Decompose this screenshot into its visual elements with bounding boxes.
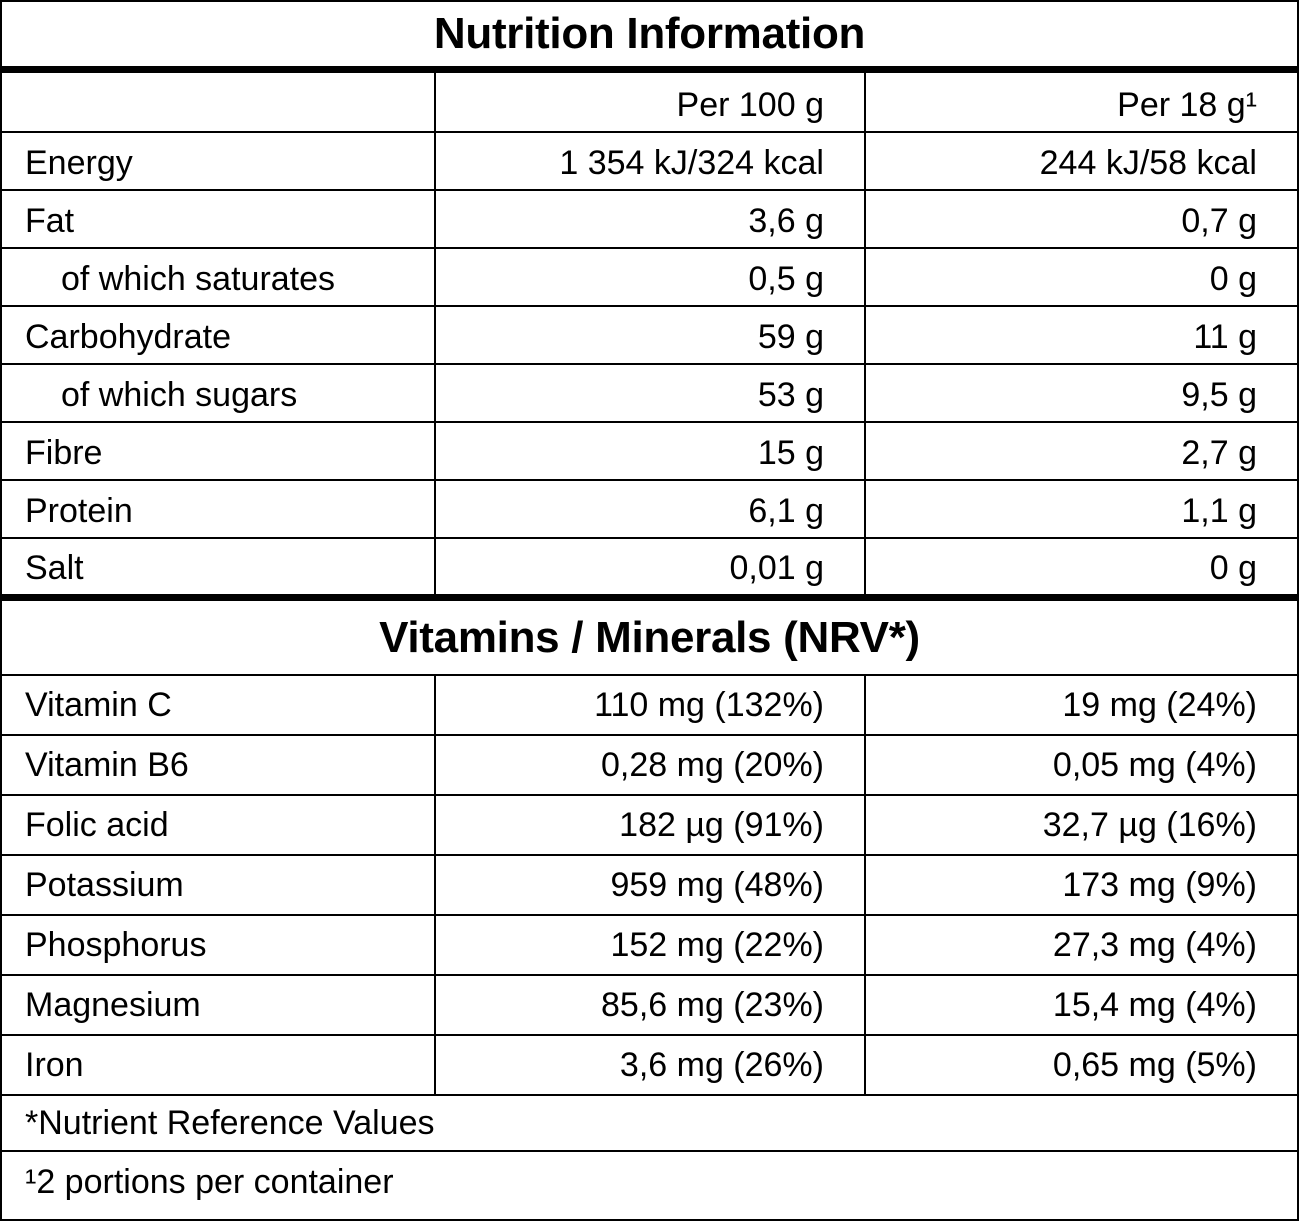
vitamin-name: Phosphorus [2, 916, 436, 974]
nutrient-row-saturates: of which saturates 0,5 g 0 g [2, 249, 1297, 307]
vitamin-per-portion: 27,3 mg (4%) [1052, 925, 1257, 964]
nutrient-per-100g: 15 g [436, 423, 866, 479]
nutrient-row-sugars: of which sugars 53 g 9,5 g [2, 365, 1297, 423]
vitamin-per-100g: 110 mg (132%) [436, 676, 866, 734]
vitamin-name: Vitamin B6 [2, 736, 436, 794]
nutrient-row-fat: Fat 3,6 g 0,7 g [2, 191, 1297, 249]
nutrient-name: Fat [2, 191, 436, 247]
vitamin-row-magnesium: Magnesium 85,6 mg (23%) 15,4 mg (4%) [2, 976, 1297, 1036]
nutrient-per-100g: 1 354 kJ/324 kcal [436, 133, 866, 189]
vitamin-per-portion: 15,4 mg (4%) [1052, 985, 1257, 1024]
nutrient-per-100g: 59 g [436, 307, 866, 363]
nutrient-row-salt: Salt 0,01 g 0 g [2, 539, 1297, 601]
vitamin-row-vitamin-c: Vitamin C 110 mg (132%) 19 mg (24%) [2, 676, 1297, 736]
nutrient-per-100g: 53 g [436, 365, 866, 421]
vitamin-row-phosphorus: Phosphorus 152 mg (22%) 27,3 mg (4%) [2, 916, 1297, 976]
vitamin-per-100g: 959 mg (48%) [436, 856, 866, 914]
vitamin-per-portion: 0,65 mg (5%) [1052, 1045, 1257, 1084]
vitamin-name: Magnesium [2, 976, 436, 1034]
column-header-nutrient [2, 73, 436, 131]
vitamin-per-100g: 182 µg (91%) [436, 796, 866, 854]
footnote-nrv: *Nutrient Reference Values [2, 1096, 1297, 1152]
nutrient-name: of which saturates [2, 249, 436, 305]
column-header-per-100g: Per 100 g [436, 73, 866, 131]
nutrient-name: Carbohydrate [2, 307, 436, 363]
nutrition-title: Nutrition Information [2, 2, 1297, 73]
column-header-row: Per 100 g Per 18 g¹ [2, 73, 1297, 133]
vitamin-name: Potassium [2, 856, 436, 914]
nutrient-name: Salt [2, 539, 436, 594]
nutrient-row-fibre: Fibre 15 g 2,7 g [2, 423, 1297, 481]
nutrient-per-portion: 11 g [1193, 318, 1257, 356]
vitamin-per-portion: 19 mg (24%) [1062, 685, 1257, 724]
footnote-portions: ¹2 portions per container [25, 1162, 394, 1201]
nutrient-row-carbohydrate: Carbohydrate 59 g 11 g [2, 307, 1297, 365]
nutrient-per-portion: 0,7 g [1181, 202, 1257, 240]
nutrient-name: Energy [2, 133, 436, 189]
vitamin-per-100g: 3,6 mg (26%) [436, 1036, 866, 1094]
nutrient-row-energy: Energy 1 354 kJ/324 kcal 244 kJ/58 kcal [2, 133, 1297, 191]
nutrient-per-100g: 0,01 g [436, 539, 866, 594]
vitamin-name: Vitamin C [2, 676, 436, 734]
nutrient-per-portion: 244 kJ/58 kcal [1039, 144, 1257, 182]
vitamin-per-100g: 152 mg (22%) [436, 916, 866, 974]
nutrient-per-100g: 3,6 g [436, 191, 866, 247]
vitamin-per-portion: 173 mg (9%) [1062, 865, 1257, 904]
vitamin-per-100g: 0,28 mg (20%) [436, 736, 866, 794]
nutrient-per-portion: 1,1 g [1181, 492, 1257, 530]
nutrient-per-portion: 9,5 g [1181, 376, 1257, 414]
nutrient-per-portion: 0 g [1209, 549, 1257, 587]
vitamin-per-portion: 32,7 µg (16%) [1042, 805, 1257, 844]
nutrient-per-100g: 6,1 g [436, 481, 866, 537]
vitamin-per-100g: 85,6 mg (23%) [436, 976, 866, 1034]
vitamin-row-potassium: Potassium 959 mg (48%) 173 mg (9%) [2, 856, 1297, 916]
nutrient-row-protein: Protein 6,1 g 1,1 g [2, 481, 1297, 539]
nutrient-per-portion: 0 g [1209, 260, 1257, 298]
nutrient-name: of which sugars [2, 365, 436, 421]
vitamin-row-vitamin-b6: Vitamin B6 0,28 mg (20%) 0,05 mg (4%) [2, 736, 1297, 796]
vitamin-name: Folic acid [2, 796, 436, 854]
nutrient-per-portion: 2,7 g [1181, 434, 1257, 472]
nutrient-name: Fibre [2, 423, 436, 479]
column-header-per-portion: Per 18 g¹ [1117, 86, 1257, 124]
nutrient-name: Protein [2, 481, 436, 537]
vitamin-name: Iron [2, 1036, 436, 1094]
vitamin-row-folic-acid: Folic acid 182 µg (91%) 32,7 µg (16%) [2, 796, 1297, 856]
vitamins-title: Vitamins / Minerals (NRV*) [2, 601, 1297, 676]
nutrient-per-100g: 0,5 g [436, 249, 866, 305]
vitamin-per-portion: 0,05 mg (4%) [1052, 745, 1257, 784]
vitamin-row-iron: Iron 3,6 mg (26%) 0,65 mg (5%) [2, 1036, 1297, 1096]
